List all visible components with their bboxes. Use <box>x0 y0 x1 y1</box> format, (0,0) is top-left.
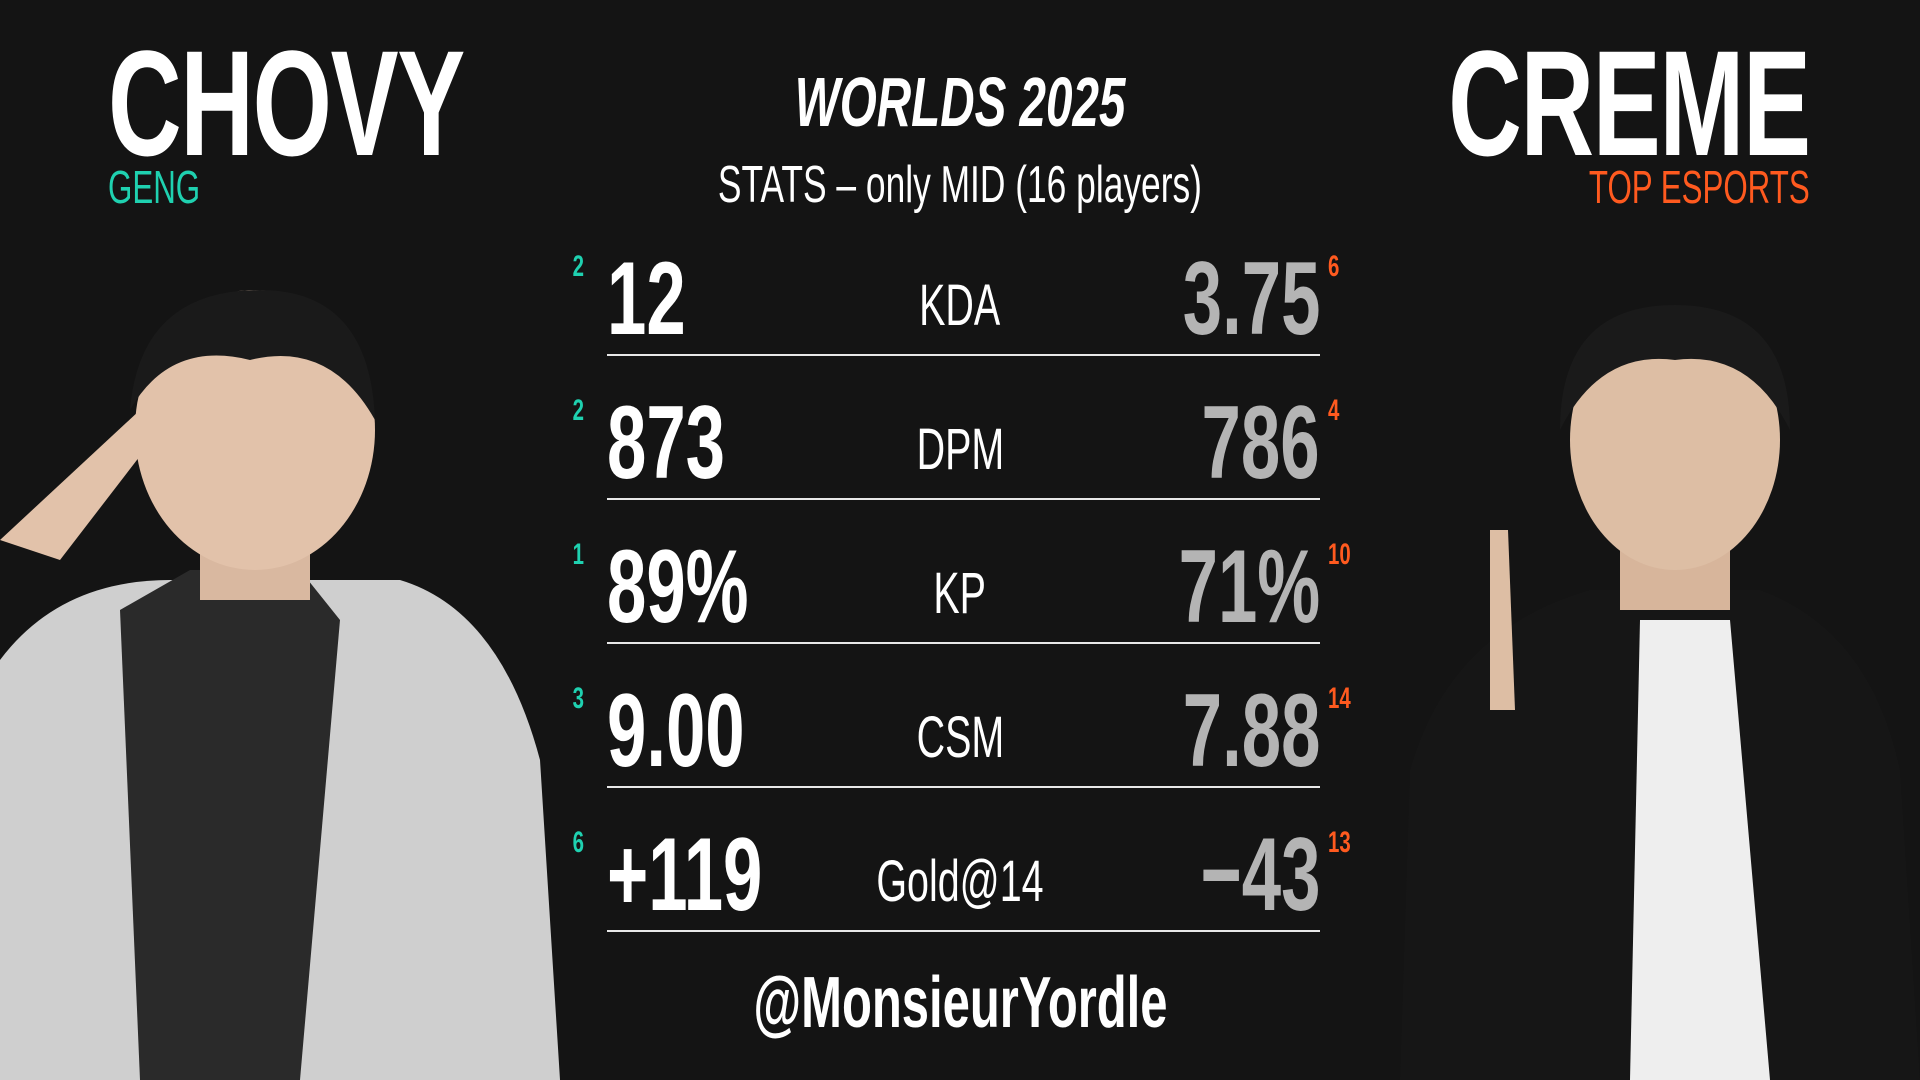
right-value: −43 <box>1200 817 1320 933</box>
row-divider <box>607 786 1320 788</box>
row-divider <box>607 642 1320 644</box>
row-divider <box>607 498 1320 500</box>
author-handle: @MonsieurYordle <box>752 963 1168 1043</box>
stat-row-kp: 1 89% KP 71% 10 <box>560 529 1360 678</box>
right-rank: 4 <box>1328 394 1340 427</box>
right-player-photo <box>1400 305 1920 1080</box>
left-value: 9.00 <box>607 673 745 789</box>
right-value: 7.88 <box>1182 673 1320 789</box>
left-rank: 2 <box>572 394 585 427</box>
page-title: WORLDS 2025 <box>794 63 1126 141</box>
right-player-team: TOP ESPORTS <box>1589 161 1810 213</box>
left-player-photo <box>0 290 560 1080</box>
stat-label: CSM <box>916 705 1004 770</box>
stat-label: KP <box>933 561 987 626</box>
right-rank: 13 <box>1328 826 1351 859</box>
left-rank: 1 <box>572 538 585 571</box>
stat-row-kda: 2 12 KDA 3.75 6 <box>560 241 1360 390</box>
stat-label: DPM <box>916 417 1004 482</box>
right-rank: 14 <box>1328 682 1351 715</box>
left-player-name: CHOVY <box>108 19 465 187</box>
stat-row-csm: 3 9.00 CSM 7.88 14 <box>560 673 1360 822</box>
stat-row-dpm: 2 873 DPM 786 4 <box>560 385 1360 534</box>
stat-row-gold-14: 6 +119 Gold@14 −43 13 <box>560 817 1360 966</box>
right-player-name: CREME <box>1448 19 1811 187</box>
left-rank: 6 <box>572 826 585 859</box>
right-value: 786 <box>1201 385 1320 501</box>
left-rank: 2 <box>572 250 585 283</box>
right-value: 71% <box>1178 529 1320 645</box>
left-value: 89% <box>607 529 749 645</box>
right-rank: 10 <box>1328 538 1351 571</box>
left-value: 873 <box>607 385 726 501</box>
left-rank: 3 <box>572 682 585 715</box>
left-value: +119 <box>607 817 763 933</box>
row-divider <box>607 930 1320 932</box>
right-value: 3.75 <box>1182 241 1320 357</box>
stat-label: Gold@14 <box>876 849 1044 914</box>
left-value: 12 <box>607 241 686 357</box>
right-rank: 6 <box>1328 250 1340 283</box>
row-divider <box>607 354 1320 356</box>
page-subtitle: STATS – only MID (16 players) <box>717 156 1203 214</box>
left-player-team: GENG <box>108 161 201 213</box>
stat-label: KDA <box>919 273 1001 338</box>
